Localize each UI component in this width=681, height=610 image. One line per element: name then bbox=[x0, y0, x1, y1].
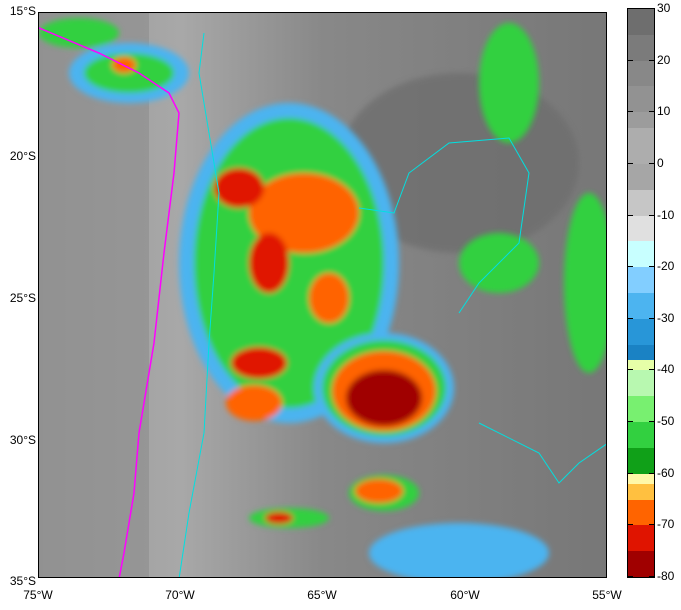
colorbar-tick-label: -40 bbox=[657, 362, 675, 377]
border-uruguay-brazil bbox=[478, 422, 606, 484]
colorbar-tick-label: -60 bbox=[657, 465, 675, 480]
colorbar bbox=[627, 8, 655, 578]
colorbar-tick bbox=[649, 214, 655, 216]
colorbar-tick-label: -80 bbox=[657, 569, 675, 583]
colorbar-segment bbox=[628, 396, 654, 423]
border-argentina-bolivia bbox=[178, 32, 220, 577]
colorbar-tick bbox=[627, 214, 633, 216]
colorbar-segment bbox=[628, 447, 654, 475]
lon-label: 60°W bbox=[450, 588, 480, 602]
colorbar-tick bbox=[627, 524, 633, 526]
colorbar-segment bbox=[628, 34, 654, 62]
colorbar-tick-label: 30 bbox=[657, 1, 671, 15]
colorbar-tick-label: -70 bbox=[657, 517, 675, 532]
lat-label: 35°S bbox=[9, 574, 36, 588]
lon-label: 55°W bbox=[592, 588, 622, 602]
lon-label: 70°W bbox=[165, 588, 195, 602]
colorbar-segment bbox=[628, 484, 654, 501]
colorbar-tick bbox=[649, 59, 655, 61]
lat-label: 20°S bbox=[9, 149, 36, 163]
colorbar-tick-label: 0 bbox=[657, 155, 664, 170]
colorbar-tick bbox=[649, 162, 655, 164]
colorbar-segment bbox=[628, 267, 654, 294]
colorbar-segment bbox=[628, 112, 654, 129]
lon-label: 65°W bbox=[307, 588, 337, 602]
satellite-ir-map bbox=[38, 12, 607, 578]
colorbar-tick bbox=[649, 524, 655, 526]
lat-label: 30°S bbox=[9, 433, 36, 447]
colorbar-tick bbox=[649, 266, 655, 268]
colorbar-tick-label: 20 bbox=[657, 52, 671, 67]
colorbar-segment bbox=[628, 473, 654, 485]
colorbar-segment bbox=[628, 370, 654, 397]
colorbar-tick bbox=[627, 317, 633, 319]
colorbar-segment bbox=[628, 241, 654, 268]
colorbar-tick bbox=[649, 576, 655, 577]
colorbar-tick bbox=[627, 111, 633, 113]
colorbar-tick bbox=[649, 317, 655, 319]
colorbar-tick-label: -30 bbox=[657, 310, 675, 325]
colorbar-segment bbox=[628, 318, 654, 346]
colorbar-segment bbox=[628, 189, 654, 217]
colorbar-tick bbox=[627, 8, 633, 9]
colorbar-tick-label: -20 bbox=[657, 259, 675, 274]
colorbar-tick bbox=[649, 421, 655, 423]
cloud-systems bbox=[39, 18, 606, 577]
colorbar-tick bbox=[627, 421, 633, 423]
lat-label: 25°S bbox=[9, 291, 36, 305]
border-paraguay bbox=[358, 137, 530, 314]
colorbar-tick bbox=[649, 8, 655, 9]
colorbar-tick bbox=[649, 472, 655, 474]
colorbar-tick bbox=[627, 162, 633, 164]
colorbar-tick bbox=[627, 369, 633, 371]
colorbar-segment bbox=[628, 163, 654, 191]
colorbar-segment bbox=[628, 422, 654, 449]
colorbar-segment bbox=[628, 215, 654, 242]
colorbar-tick bbox=[649, 369, 655, 371]
colorbar-tick-label: -10 bbox=[657, 207, 675, 222]
colorbar-segment bbox=[628, 551, 654, 578]
colorbar-tick bbox=[649, 111, 655, 113]
colorbar-segment bbox=[628, 499, 654, 526]
colorbar-tick bbox=[627, 576, 633, 577]
colorbar-segment bbox=[628, 86, 654, 113]
colorbar-tick bbox=[627, 472, 633, 474]
colorbar-segment bbox=[628, 127, 654, 165]
colorbar-tick bbox=[627, 59, 633, 61]
colorbar-tick bbox=[627, 266, 633, 268]
colorbar-tick-label: -50 bbox=[657, 414, 675, 429]
colorbar-tick-label: 10 bbox=[657, 104, 671, 119]
colorbar-segment bbox=[628, 344, 654, 361]
background-shade bbox=[39, 13, 149, 577]
lat-label: 15°S bbox=[9, 4, 36, 18]
colorbar-segment bbox=[628, 60, 654, 87]
lon-label: 75°W bbox=[23, 588, 53, 602]
colorbar-segment bbox=[628, 525, 654, 552]
colorbar-segment bbox=[628, 360, 654, 371]
coastline bbox=[39, 27, 180, 577]
colorbar-segment bbox=[628, 293, 654, 320]
map-canvas bbox=[39, 13, 606, 577]
colorbar-segment bbox=[628, 9, 654, 36]
